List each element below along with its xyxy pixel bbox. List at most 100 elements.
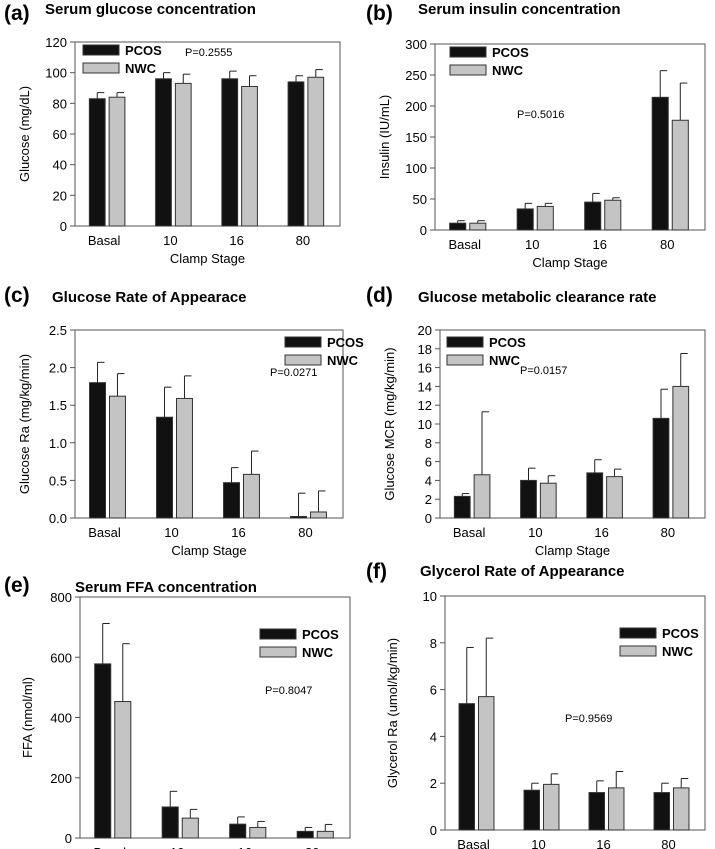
legend-label: PCOS xyxy=(662,626,699,641)
y-tick-label: 8 xyxy=(430,636,437,651)
y-tick-label: 0.0 xyxy=(49,511,67,526)
y-tick-label: 4 xyxy=(430,729,437,744)
panel-title: Glucose metabolic clearance rate xyxy=(418,289,656,306)
y-axis-label: Glucose MCR (mg/kg/min) xyxy=(382,347,397,500)
x-tick-label: 16 xyxy=(238,845,252,849)
bar-nwc xyxy=(604,199,622,231)
bar-nwc xyxy=(307,76,325,227)
y-tick-label: 40 xyxy=(53,158,67,173)
x-tick-label: Basal xyxy=(88,233,121,248)
y-tick-label: 0 xyxy=(425,511,432,526)
bar-pcos xyxy=(88,98,106,227)
y-tick-label: 200 xyxy=(405,99,427,114)
y-tick-label: 800 xyxy=(50,590,72,605)
x-axis-label: Clamp Stage xyxy=(170,251,245,266)
panel-d: (d) Glucose metabolic clearance rate 0 2 4 6 8… xyxy=(366,284,706,558)
y-tick-label: 6 xyxy=(425,455,432,470)
legend-label: NWC xyxy=(492,63,524,78)
legend-swatch-pcos xyxy=(619,627,657,639)
p-value: P=0.0271 xyxy=(270,367,317,379)
bar-nwc xyxy=(608,787,625,831)
panel-title: Serum glucose concentration xyxy=(45,1,256,18)
bar-pcos xyxy=(651,96,669,231)
bar-nwc xyxy=(473,474,491,519)
legend-label: PCOS xyxy=(327,335,364,350)
bar-nwc xyxy=(310,511,327,519)
bar-pcos xyxy=(89,382,107,519)
x-tick-label: 80 xyxy=(298,525,312,540)
bar-nwc xyxy=(181,817,199,839)
panel-label: (b) xyxy=(366,2,393,25)
p-value: P=0.8047 xyxy=(265,685,312,697)
panel-f: (f) Glycerol Rate of Appearance 0 2 4 6 8 10 Gly… xyxy=(366,560,706,849)
y-tick-label: 0 xyxy=(430,823,437,838)
legend-label: PCOS xyxy=(125,43,162,58)
y-axis-label: Glycerol Ra (umol/kg/min) xyxy=(385,638,400,788)
y-tick-label: 14 xyxy=(418,379,432,394)
legend-label: PCOS xyxy=(489,335,526,350)
panel-c: (c) Glucose Rate of Appearace 0.0 0.5 1.0 1.5… xyxy=(4,284,364,558)
bar-nwc xyxy=(478,696,495,831)
x-tick-label: 80 xyxy=(661,525,675,540)
bar-nwc xyxy=(176,397,193,519)
panel-label: (a) xyxy=(4,2,30,25)
y-tick-label: 6 xyxy=(430,683,437,698)
bar-pcos xyxy=(161,806,179,839)
panel-a: (a) Serum glucose concentration 0 20 40 60 80 1… xyxy=(4,1,341,266)
x-tick-label: Basal xyxy=(88,525,121,540)
y-tick-label: 100 xyxy=(45,66,67,81)
x-tick-label: 16 xyxy=(229,233,243,248)
panel-title: Serum insulin concentration xyxy=(418,1,621,18)
x-tick-label: 80 xyxy=(660,237,674,252)
panel-title: Serum FFA concentration xyxy=(75,579,257,596)
bar-nwc xyxy=(316,830,334,839)
panel-label: (e) xyxy=(4,574,30,597)
y-tick-label: 250 xyxy=(405,68,427,83)
x-tick-label: 10 xyxy=(163,233,177,248)
x-tick-label: 16 xyxy=(231,525,245,540)
legend-label: NWC xyxy=(662,644,694,659)
plot-frame xyxy=(444,595,706,831)
bar-pcos xyxy=(223,482,241,519)
legend-swatch-nwc xyxy=(619,645,657,657)
bar-pcos xyxy=(653,792,670,831)
y-tick-label: 16 xyxy=(418,361,432,376)
bar-nwc xyxy=(673,787,690,831)
legend-swatch-nwc xyxy=(446,354,484,366)
y-tick-label: 2.0 xyxy=(49,361,67,376)
y-tick-label: 2 xyxy=(430,776,437,791)
bar-pcos xyxy=(156,416,174,519)
y-tick-label: 10 xyxy=(423,589,437,604)
legend-swatch-nwc xyxy=(284,354,322,366)
bar-pcos xyxy=(221,78,239,227)
legend-swatch-nwc xyxy=(259,646,297,658)
legend-label: NWC xyxy=(489,353,521,368)
x-tick-label: 80 xyxy=(305,845,319,849)
bar-pcos xyxy=(229,823,247,839)
panel-b: (b) Serum insulin concentration 0 50 100 150 2… xyxy=(366,1,706,270)
x-tick-label: Basal xyxy=(93,845,126,849)
y-tick-label: 400 xyxy=(50,711,72,726)
y-tick-label: 2.5 xyxy=(49,323,67,338)
bar-pcos xyxy=(516,208,534,231)
bar-nwc xyxy=(539,482,557,519)
panel-title: Glucose Rate of Appearace xyxy=(52,289,247,306)
y-tick-label: 1.5 xyxy=(49,398,67,413)
y-tick-label: 18 xyxy=(418,342,432,357)
bar-nwc xyxy=(672,385,690,519)
legend-swatch-pcos xyxy=(449,46,487,58)
y-tick-label: 100 xyxy=(405,161,427,176)
bar-pcos xyxy=(523,789,540,831)
x-tick-label: 16 xyxy=(593,237,607,252)
bar-nwc xyxy=(174,82,192,227)
y-tick-label: 300 xyxy=(405,37,427,52)
x-tick-label: Basal xyxy=(457,837,490,849)
bar-nwc xyxy=(543,783,560,831)
bar-nwc xyxy=(536,205,554,231)
y-tick-label: 20 xyxy=(418,323,432,338)
legend-swatch-nwc xyxy=(449,64,487,76)
bar-pcos xyxy=(453,495,471,519)
panel-title: Glycerol Rate of Appearance xyxy=(420,563,625,580)
y-axis-label: Insulin (IU/mL) xyxy=(377,95,392,180)
legend-label: PCOS xyxy=(302,627,339,642)
